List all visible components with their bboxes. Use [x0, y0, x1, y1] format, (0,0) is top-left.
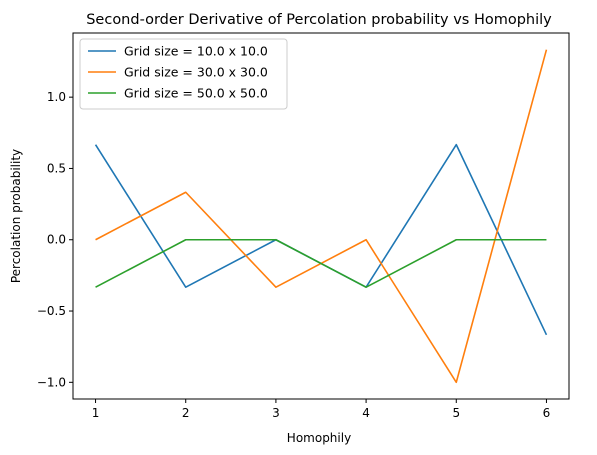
x-axis-label: Homophily — [287, 431, 351, 445]
legend-label: Grid size = 10.0 x 10.0 — [124, 44, 268, 59]
legend-box — [79, 38, 288, 110]
plot-area-frame — [72, 32, 570, 400]
y-axis-label: Percolation probability — [9, 149, 23, 283]
y-tick-label: −1.0 — [37, 375, 66, 389]
x-tick-label: 6 — [543, 406, 551, 420]
legend-label: Grid size = 30.0 x 30.0 — [124, 65, 268, 80]
legend: Grid size = 10.0 x 10.0 Grid size = 30.0 … — [79, 38, 288, 110]
ticks-layer: 1 2 3 4 5 6 −1.0 −0.5 0.0 0.5 1.0 — [37, 90, 550, 420]
y-tick-label: 0.0 — [47, 233, 66, 247]
series-line-3 — [95, 238, 547, 289]
x-tick-label: 5 — [452, 406, 460, 420]
x-tick-label: 2 — [182, 406, 190, 420]
y-tick-label: −0.5 — [37, 304, 66, 318]
y-tick-label: 1.0 — [47, 90, 66, 104]
chart-title: Second-order Derivative of Percolation p… — [86, 12, 552, 28]
y-tick-label: 0.5 — [47, 161, 66, 175]
x-tick-label: 4 — [362, 406, 370, 420]
x-tick-label: 3 — [272, 406, 280, 420]
series-layer — [94, 49, 548, 384]
x-tick-label: 1 — [92, 406, 100, 420]
legend-label: Grid size = 50.0 x 50.0 — [124, 86, 268, 101]
